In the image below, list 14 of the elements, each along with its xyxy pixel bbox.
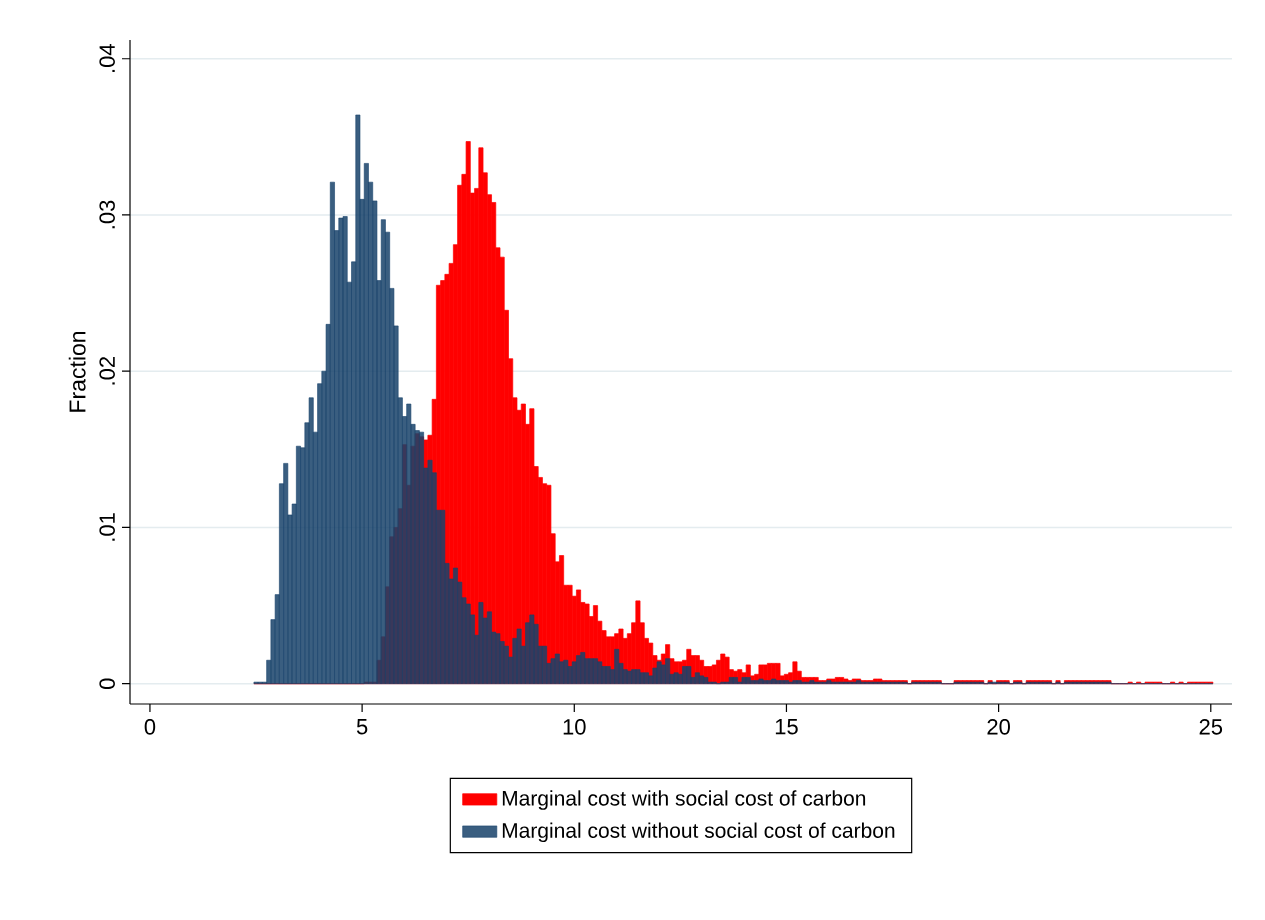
- legend-label: Marginal cost without social cost of carbon: [502, 822, 895, 843]
- x-tick-label: 15: [775, 719, 798, 735]
- x-tick-label: 5: [356, 719, 368, 735]
- legend-label: Marginal cost with social cost of carbon: [502, 790, 866, 810]
- x-tick-label: 20: [987, 719, 1010, 735]
- y-tick-label: .02: [99, 357, 115, 385]
- x-tick-label: 25: [1199, 719, 1223, 735]
- x-tick-label: 10: [563, 719, 586, 735]
- y-tick-label: .03: [99, 200, 115, 229]
- y-tick-label: .04: [99, 44, 115, 73]
- x-tick-label: 0: [144, 719, 156, 735]
- y-axis-title: Fraction: [68, 331, 86, 412]
- y-tick-label: 0: [99, 678, 115, 689]
- y-tick-label: .01: [99, 513, 115, 541]
